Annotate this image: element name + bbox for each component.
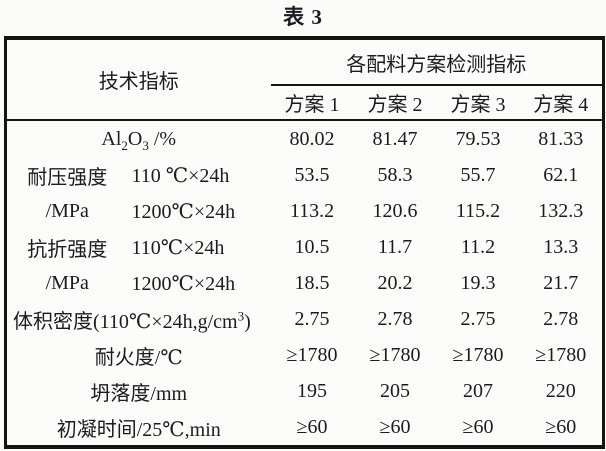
formula-subscript: 3 [142, 137, 149, 153]
row-condition: 1200℃×24h [131, 272, 236, 295]
cell-value: ≥60 [296, 415, 328, 438]
cell-value: 205 [380, 379, 410, 402]
cell-value: 53.5 [294, 163, 330, 186]
row-label-bulk-density: 体积密度(110℃×24h,g/cm3) [6, 301, 271, 337]
cell-value: 11.7 [377, 235, 413, 258]
table-body: Al2O3 /% 80.02 81.47 79.53 81.33 耐压强度 11… [6, 120, 604, 447]
cell-value: 120.6 [372, 199, 418, 222]
cell-value: 81.47 [372, 127, 418, 150]
header-scheme-1: 方案 1 [284, 94, 340, 116]
table-row-bulk-density: 体积密度(110℃×24h,g/cm3) 2.75 2.78 2.75 2.78 [6, 301, 604, 337]
header-row-schemes: 方案 1 方案 2 方案 3 方案 4 [6, 85, 604, 120]
cell-value: 2.75 [460, 307, 496, 330]
cell-value: 220 [545, 379, 576, 402]
row-label-initial-setting-time: 初凝时间/25℃,min [56, 418, 221, 441]
table-row-slump: 坍落度/mm 195 205 207 220 [6, 373, 604, 409]
header-tech-indicator: 技术指标 [98, 71, 179, 93]
formula-part: /% [148, 127, 177, 150]
row-category-flexural-strength: 抗折强度 [27, 238, 108, 261]
row-category-unit-mpa: /MPa [45, 271, 89, 294]
cell-value: 11.2 [460, 235, 496, 258]
cell-value: ≥60 [462, 415, 494, 438]
cell-value: 132.3 [538, 199, 584, 222]
table-row-compressive-1200: /MPa 1200℃×24h 113.2 120.6 115.2 132.3 [6, 193, 604, 229]
table-row-flexural-110: 抗折强度 110℃×24h 10.5 11.7 11.2 13.3 [6, 229, 604, 265]
formula-al2o3: Al2O3 /% [101, 127, 177, 153]
row-label-al2o3: Al2O3 /% [6, 120, 271, 157]
row-condition: 110℃×24h [131, 236, 225, 259]
header-scheme-group: 各配料方案检测指标 [270, 38, 604, 86]
cell-value: ≥60 [379, 415, 411, 438]
cell-value: 58.3 [377, 163, 413, 186]
cell-value: 79.53 [455, 127, 501, 150]
specs-table: 技术指标 各配料方案检测指标 方案 1 方案 2 方案 3 方案 4 Al2O3… [4, 36, 605, 449]
cell-value: 55.7 [460, 163, 496, 186]
cell-value: 115.2 [455, 199, 501, 222]
header-scheme-2: 方案 2 [367, 94, 423, 116]
row-category-unit-mpa: /MPa [45, 199, 89, 222]
cell-value: 21.7 [543, 271, 579, 294]
row-label-slump: 坍落度/mm [90, 382, 188, 405]
table-row-initial-setting-time: 初凝时间/25℃,min ≥60 ≥60 ≥60 ≥60 [6, 409, 604, 447]
table-caption: 表 3 [283, 5, 323, 29]
cell-value: 62.1 [543, 163, 579, 186]
cell-value: 13.3 [543, 235, 579, 258]
label-part: 体积密度(110℃×24h,g/cm [13, 310, 238, 333]
header-scheme-3: 方案 3 [450, 94, 506, 116]
cell-value: 19.3 [460, 271, 496, 294]
row-condition: 1200℃×24h [131, 200, 236, 223]
table-row-al2o3: Al2O3 /% 80.02 81.47 79.53 81.33 [6, 120, 604, 157]
cell-value: 20.2 [377, 271, 413, 294]
cell-value: ≥1780 [452, 343, 504, 366]
table-row-flexural-1200: /MPa 1200℃×24h 18.5 20.2 19.3 21.7 [6, 265, 604, 301]
label-part: ) [244, 310, 251, 333]
cell-value: ≥1780 [369, 343, 421, 366]
row-category-compressive-strength: 耐压强度 [27, 166, 108, 189]
header-row-group: 技术指标 各配料方案检测指标 [6, 38, 604, 93]
formula-part: O [127, 127, 143, 150]
cell-value: 207 [463, 379, 493, 402]
table-row-refractoriness: 耐火度/℃ ≥1780 ≥1780 ≥1780 ≥1780 [6, 337, 604, 373]
table-header: 技术指标 各配料方案检测指标 方案 1 方案 2 方案 3 方案 4 [5, 38, 604, 120]
row-condition: 110 ℃×24h [131, 164, 230, 187]
label-superscript: 3 [237, 307, 245, 323]
cell-value: 2.75 [294, 307, 330, 330]
cell-value: ≥1780 [286, 343, 338, 366]
cell-value: 2.78 [543, 307, 579, 330]
header-scheme-4: 方案 4 [533, 94, 589, 116]
cell-value: 18.5 [294, 271, 330, 294]
cell-value: 81.33 [538, 127, 584, 150]
formula-subscript: 2 [121, 137, 128, 153]
cell-value: 10.5 [294, 235, 330, 258]
row-label-refractoriness: 耐火度/℃ [94, 346, 183, 369]
cell-value: ≥60 [545, 415, 577, 438]
cell-value: 2.78 [377, 307, 413, 330]
label-with-superscript: 体积密度(110℃×24h,g/cm3) [13, 307, 251, 333]
cell-value: 195 [297, 379, 327, 402]
formula-part: Al [101, 127, 122, 150]
cell-value: 80.02 [289, 127, 335, 150]
cell-value: 113.2 [289, 199, 335, 222]
cell-value: ≥1780 [535, 343, 587, 366]
table-row-compressive-110: 耐压强度 110 ℃×24h 53.5 58.3 55.7 62.1 [6, 157, 604, 193]
